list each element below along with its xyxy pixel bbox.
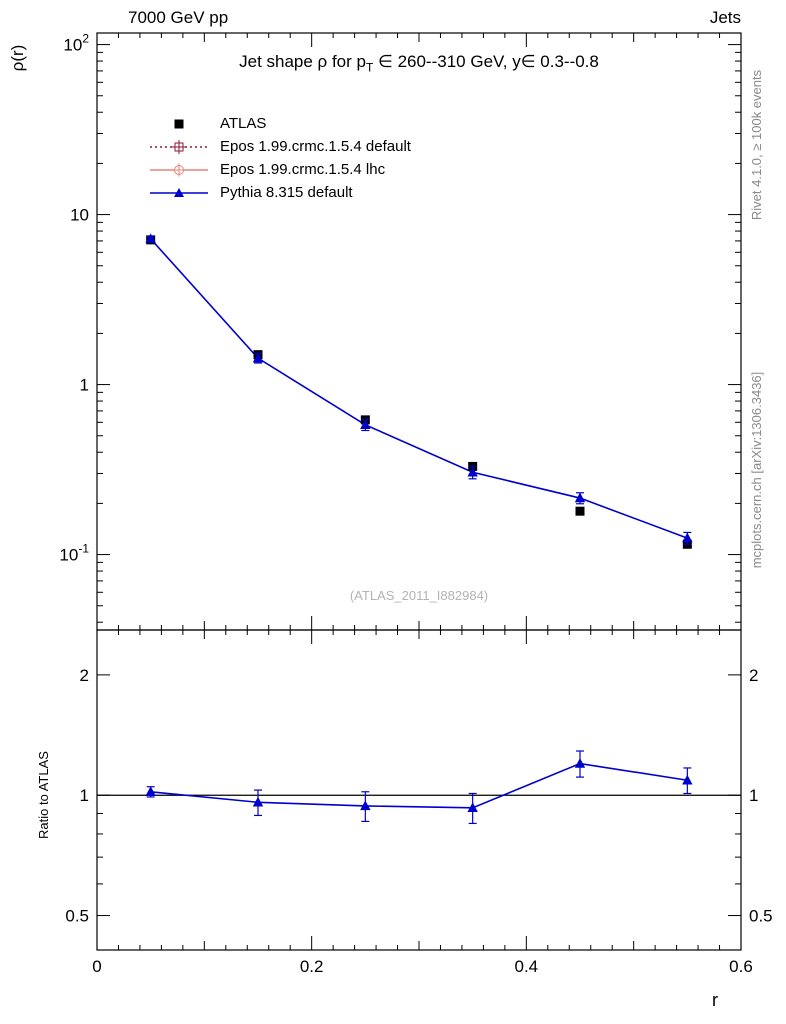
svg-text:0.5: 0.5	[749, 907, 773, 926]
legend-label: Epos 1.99.crmc.1.5.4 default	[220, 138, 411, 155]
svg-text:0.4: 0.4	[515, 957, 539, 976]
rivet-version-note: Rivet 4.1.0, ≥ 100k events	[749, 69, 764, 221]
beam-header: 7000 GeV pp	[128, 8, 229, 27]
triangle-marker-icon	[150, 187, 208, 197]
analysis-watermark: (ATLAS_2011_I882984)	[349, 588, 489, 603]
legend-item: Pythia 8.315 default	[146, 181, 411, 204]
svg-text:2: 2	[80, 666, 89, 685]
series-line	[150, 238, 688, 809]
svg-text:10: 10	[70, 206, 89, 225]
legend-item: ATLAS	[146, 112, 411, 135]
legend: ATLAS Epos 1.99.crmc.1.5.4 default Epos 1.…	[146, 112, 411, 204]
svg-text:0: 0	[92, 957, 101, 976]
svg-text:1: 1	[749, 786, 758, 805]
mcplots-arxiv-note: mcplots.cern.ch [arXiv:1306.3436]	[749, 371, 764, 569]
tick-labels: 0 0.2 0.4 0.6 102 10 1 10-1 2 2 1 1 0.5 0.5	[59, 32, 772, 976]
legend-item: Epos 1.99.crmc.1.5.4 default	[146, 135, 411, 158]
circleplus-marker-icon	[150, 163, 208, 176]
ratio-y-axis-label: Ratio to ATLAS	[36, 751, 51, 839]
main-y-axis-label: ρ(r)	[8, 44, 27, 72]
plot-title-suffix: ∈ 260--310 GeV, y∈ 0.3--0.8	[373, 52, 599, 71]
svg-text:1: 1	[80, 786, 89, 805]
plot-title-prefix: Jet shape ρ for p	[239, 52, 366, 71]
x-axis-label: r	[712, 990, 718, 1010]
svg-text:1: 1	[80, 376, 89, 395]
legend-item: Epos 1.99.crmc.1.5.4 lhc	[146, 158, 411, 181]
svg-text:10-1: 10-1	[59, 542, 89, 565]
plot-title: Jet shape ρ for pT ∈ 260--310 GeV, y∈ 0.…	[97, 52, 741, 74]
legend-label: ATLAS	[220, 115, 267, 132]
svg-text:0.2: 0.2	[300, 957, 324, 976]
series-points	[146, 235, 692, 549]
legend-label: Epos 1.99.crmc.1.5.4 lhc	[220, 161, 386, 178]
plot-title-subscript: T	[365, 60, 374, 75]
svg-text:0.6: 0.6	[729, 957, 753, 976]
square-marker-icon	[174, 119, 184, 128]
svg-text:2: 2	[749, 666, 758, 685]
boxplus-marker-icon	[150, 139, 208, 154]
legend-label: Pythia 8.315 default	[220, 184, 353, 201]
process-header: Jets	[709, 8, 741, 27]
svg-text:102: 102	[63, 32, 89, 55]
svg-text:0.5: 0.5	[65, 907, 89, 926]
series-points	[145, 233, 693, 825]
